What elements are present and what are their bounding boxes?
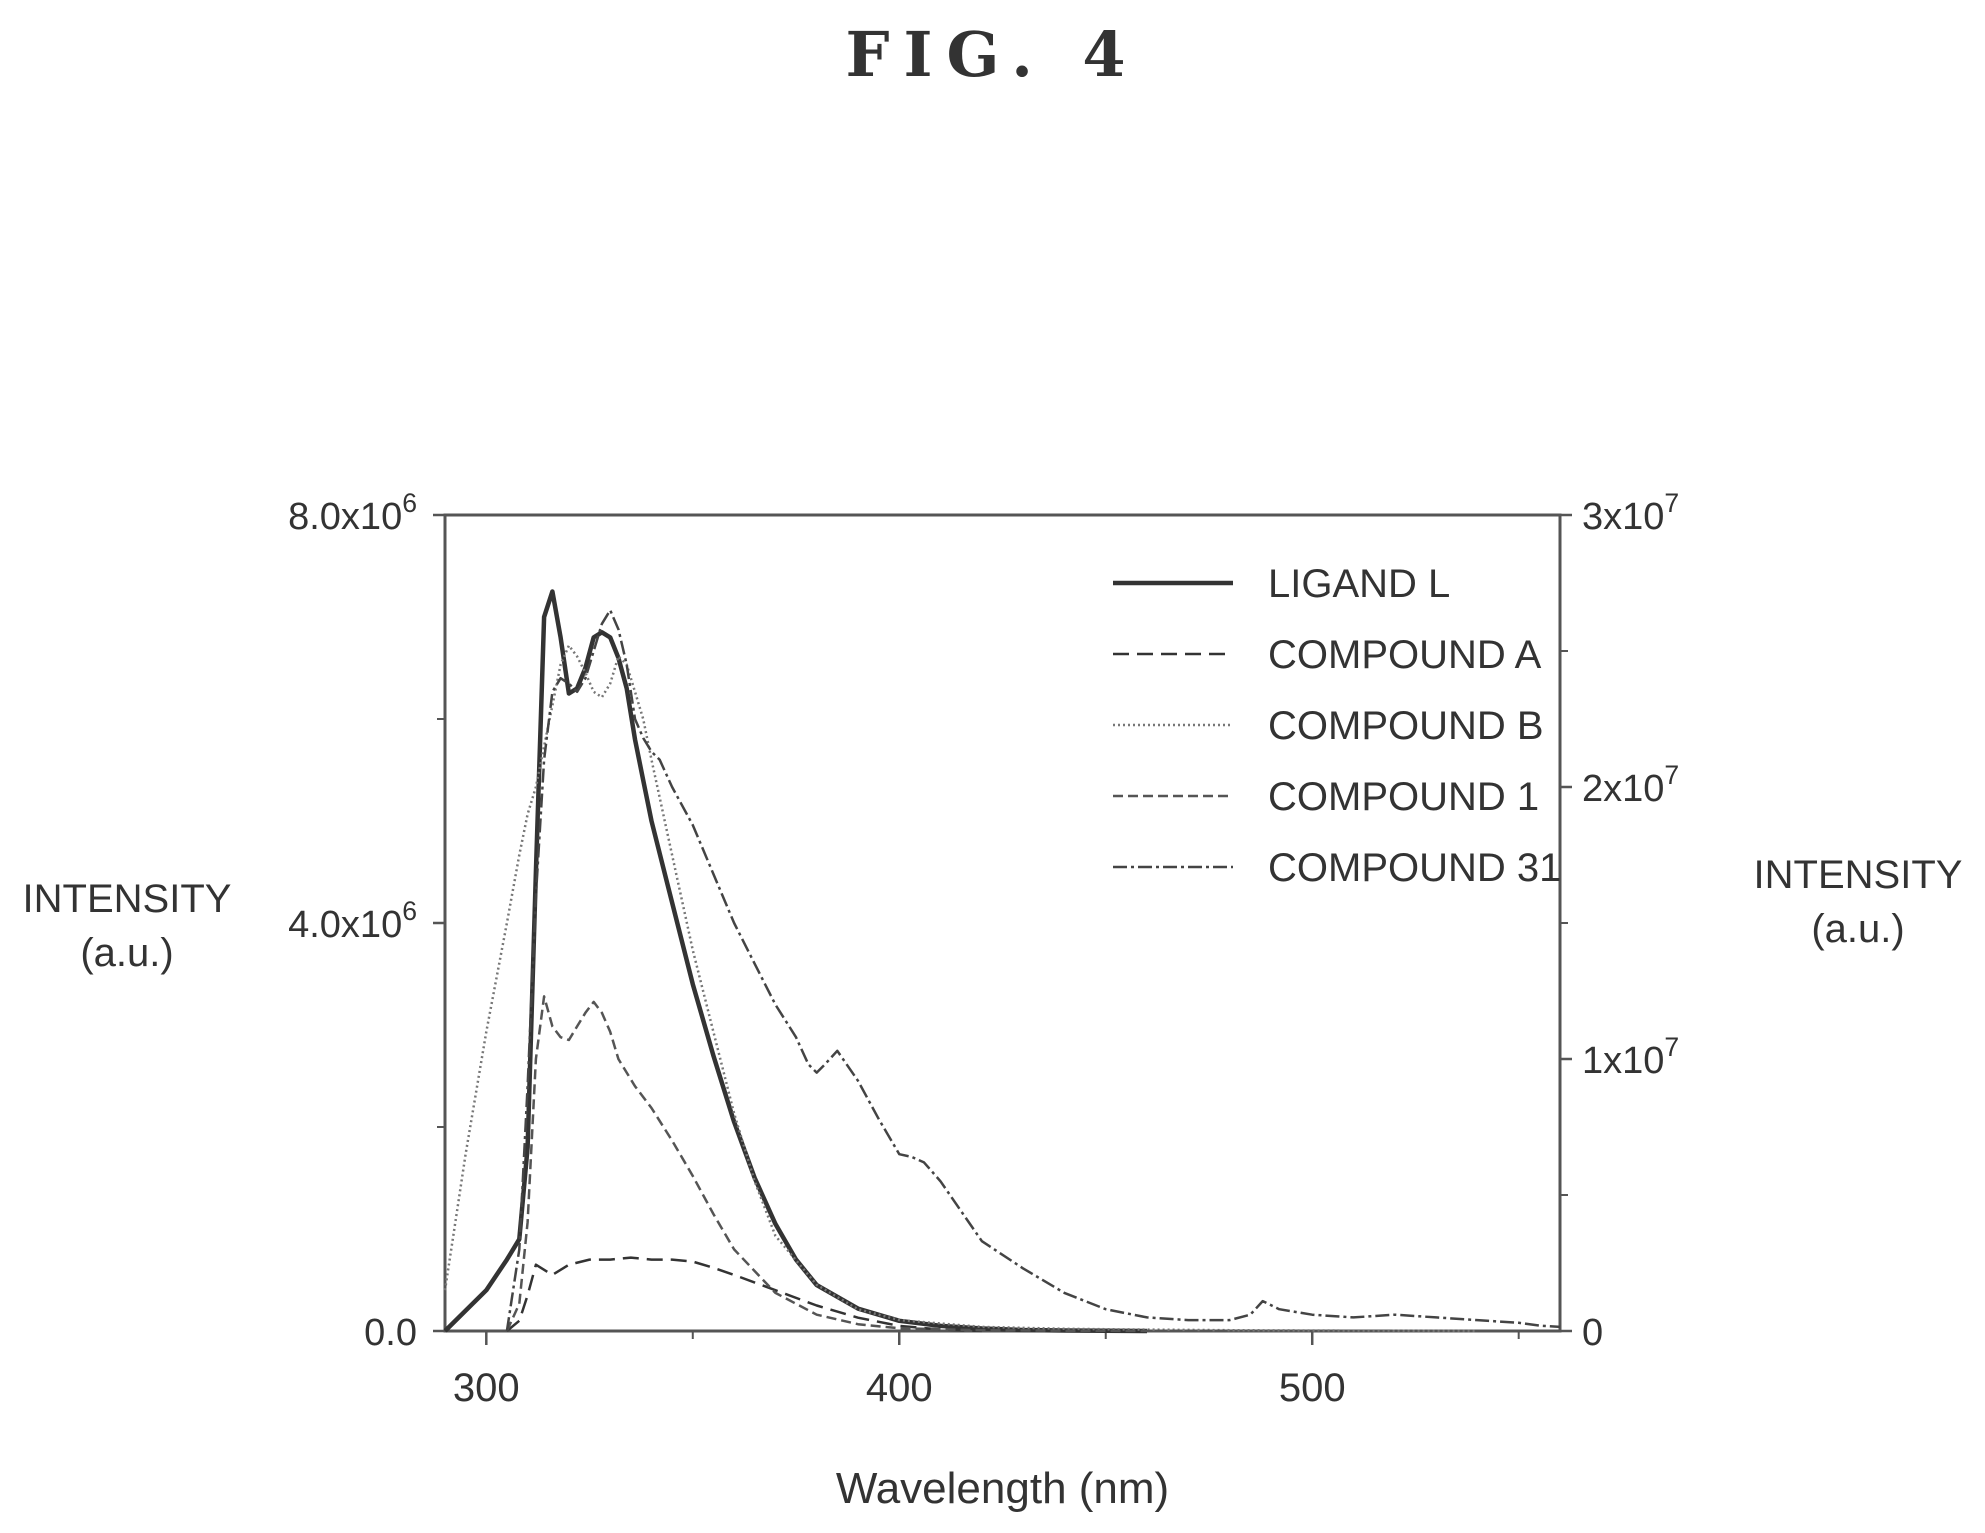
legend-label: COMPOUND B bbox=[1268, 704, 1544, 748]
x-axis-label: Wavelength (nm) bbox=[836, 1464, 1169, 1513]
y-left-tick-label: 8.0x106 bbox=[288, 488, 417, 538]
y-right-tick-label: 2x107 bbox=[1582, 760, 1679, 810]
x-tick-label: 400 bbox=[866, 1366, 933, 1410]
series-line bbox=[506, 1256, 982, 1333]
legend-label: COMPOUND 1 bbox=[1268, 775, 1539, 819]
figure-title: FIG. 4 bbox=[845, 18, 1140, 91]
y-left-axis-label: INTENSITY bbox=[23, 877, 232, 921]
y-right-tick-label: 3x107 bbox=[1582, 488, 1679, 538]
legend-label: COMPOUND A bbox=[1268, 633, 1542, 677]
legend: LIGAND L COMPOUND A COMPOUND B COMPOUND 1 CO… bbox=[1113, 562, 1561, 890]
y-right-tick-label: 0 bbox=[1582, 1312, 1603, 1354]
y-left-axis-label: (a.u.) bbox=[80, 931, 173, 975]
y-right-axis-label: INTENSITY bbox=[1754, 853, 1963, 897]
series-line bbox=[505, 608, 1561, 1332]
y-left-tick-label: 4.0x106 bbox=[288, 896, 417, 946]
ticks-layer: 300 400 500 0.0 4.0x106 8.0x106 0 1x107 2x107 3x1… bbox=[288, 488, 1679, 1410]
axis-labels: Wavelength (nm) INTENSITY (a.u.) INTENSITY (… bbox=[23, 853, 1963, 1513]
series-line bbox=[443, 589, 1148, 1334]
series-line bbox=[443, 644, 1478, 1333]
series-line bbox=[505, 995, 1230, 1333]
x-tick-label: 300 bbox=[453, 1366, 520, 1410]
y-left-tick-label: 0.0 bbox=[364, 1312, 417, 1354]
legend-label: COMPOUND 31 bbox=[1268, 846, 1561, 890]
x-tick-label: 500 bbox=[1279, 1366, 1346, 1410]
legend-label: LIGAND L bbox=[1268, 562, 1450, 606]
series-layer bbox=[443, 589, 1561, 1334]
y-right-axis-label: (a.u.) bbox=[1811, 907, 1904, 951]
y-right-tick-label: 1x107 bbox=[1582, 1032, 1679, 1082]
